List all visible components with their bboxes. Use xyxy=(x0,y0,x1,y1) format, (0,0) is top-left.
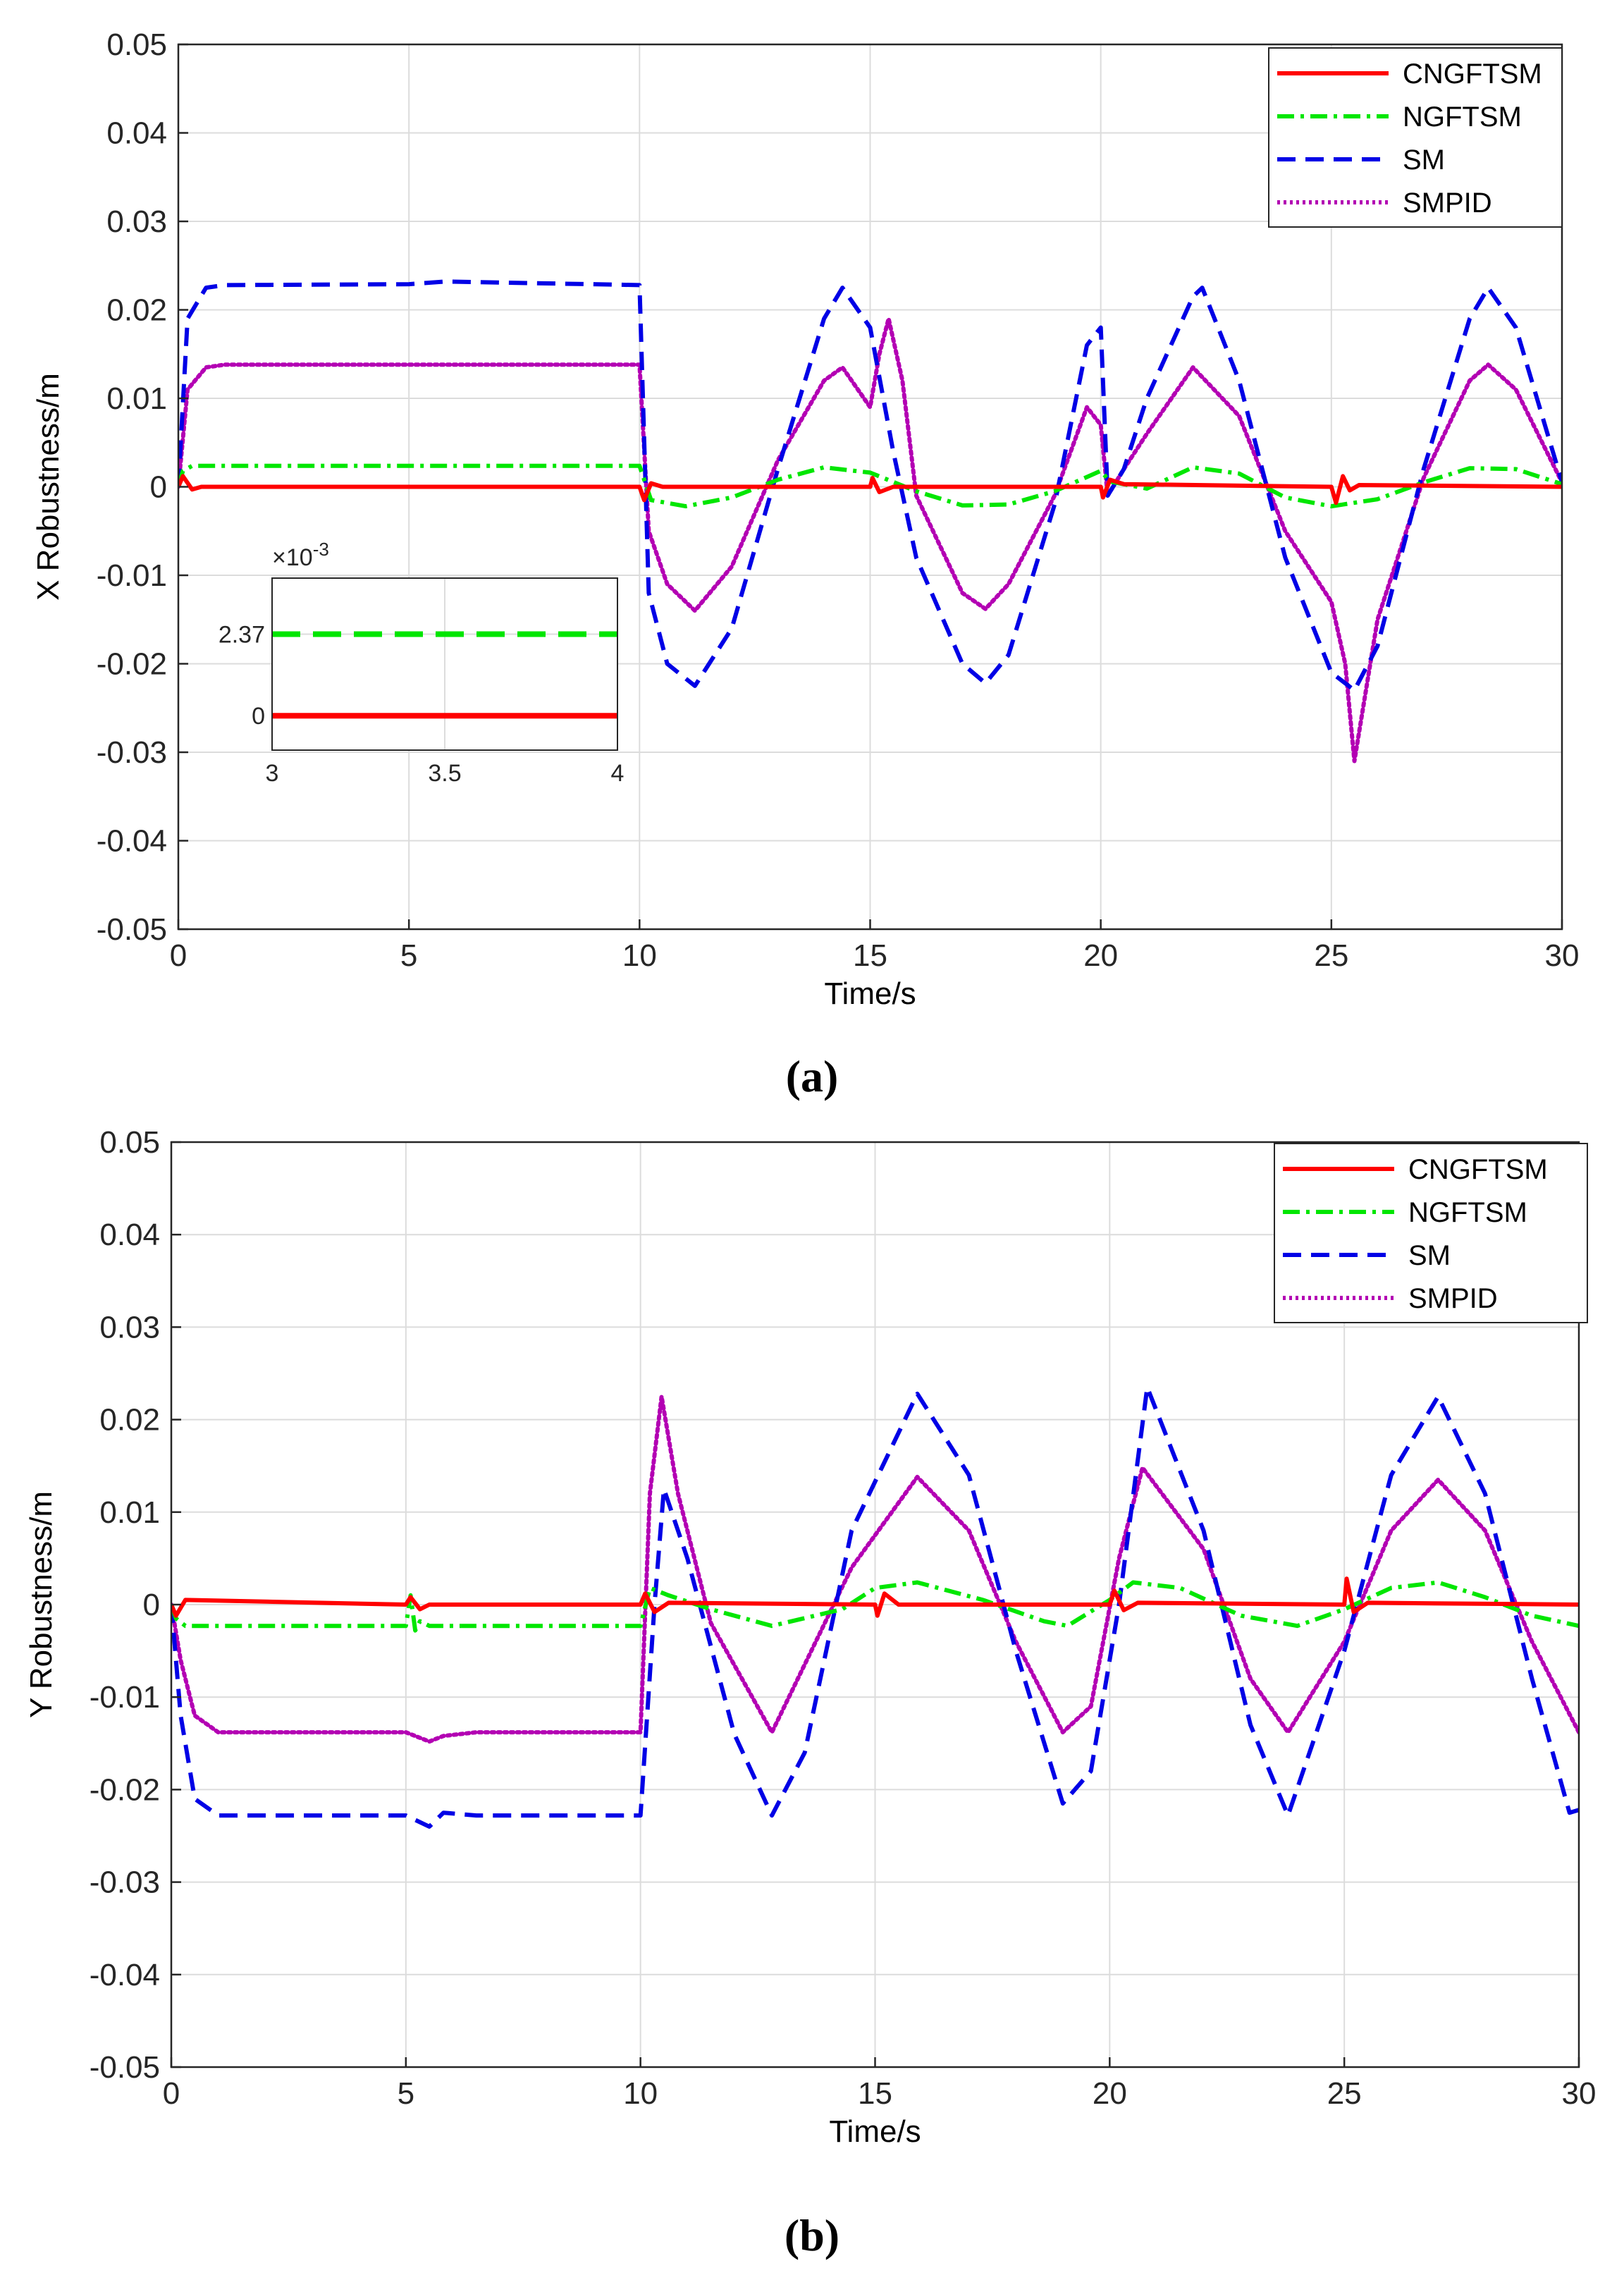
x-axis-label-a: Time/s xyxy=(824,976,916,1011)
inset-x-tick-label: 3 xyxy=(266,760,279,787)
y-tick-label: 0.05 xyxy=(99,1125,160,1160)
x-axis-label-b: Time/s xyxy=(829,2114,921,2149)
inset-x-tick-label: 4 xyxy=(611,760,625,787)
y-axis-label-a: X Robustness/m xyxy=(31,373,66,601)
x-tick-label: 10 xyxy=(623,2076,658,2111)
y-tick-label: -0.03 xyxy=(97,735,167,770)
y-axis-label-b: Y Robustness/m xyxy=(24,1491,59,1718)
inset-x-tick-label: 3.5 xyxy=(428,760,461,787)
x-tick-label: 20 xyxy=(1093,2076,1127,2111)
legend-label-cngftsm: CNGFTSM xyxy=(1408,1154,1548,1185)
y-tick-label: 0.03 xyxy=(106,204,167,239)
legend-label-smpid: SMPID xyxy=(1403,188,1492,219)
y-tick-label: 0.01 xyxy=(106,381,167,416)
y-tick-label: -0.01 xyxy=(97,558,167,593)
y-tick-label: -0.03 xyxy=(90,1865,160,1900)
x-tick-label: 30 xyxy=(1562,2076,1597,2111)
series-line-cngftsm xyxy=(171,1576,1579,1618)
x-tick-label: 25 xyxy=(1327,2076,1362,2111)
series-line-smpid xyxy=(178,317,1562,764)
y-tick-label: -0.02 xyxy=(90,1772,160,1807)
legend-label-smpid: SMPID xyxy=(1408,1283,1498,1314)
y-tick-label: 0.01 xyxy=(99,1495,160,1530)
y-tick-label: -0.04 xyxy=(90,1958,160,1992)
legend-label-cngftsm: CNGFTSM xyxy=(1403,59,1542,90)
series-line-sm xyxy=(171,1385,1579,1829)
y-tick-label: 0 xyxy=(143,1588,160,1622)
x-tick-label: 30 xyxy=(1545,938,1580,973)
x-tick-label: 0 xyxy=(163,2076,180,2111)
x-tick-label: 15 xyxy=(858,2076,892,2111)
y-tick-label: -0.01 xyxy=(90,1680,160,1715)
x-tick-label: 5 xyxy=(400,938,417,973)
chart-panel-a: 0 5 10 15 20 25 30-0.05-0.04-0.03-0.02-0.0100.… xyxy=(31,27,1579,1011)
x-tick-label: 0 xyxy=(170,938,187,973)
y-tick-label: -0.05 xyxy=(90,2050,160,2085)
legend-label-ngftsm: NGFTSM xyxy=(1408,1197,1527,1228)
x-tick-label: 20 xyxy=(1083,938,1118,973)
legend-label-sm: SM xyxy=(1403,145,1445,176)
x-tick-label: 10 xyxy=(622,938,657,973)
y-tick-label: -0.04 xyxy=(97,824,167,859)
y-tick-label: 0.02 xyxy=(106,293,167,328)
inset-exponent-label: ×10-3 xyxy=(272,539,329,571)
panel-caption-b: (b) xyxy=(785,2210,839,2260)
y-tick-label: 0.05 xyxy=(106,27,167,62)
series-line-smpid xyxy=(171,1394,1579,1744)
x-tick-label: 25 xyxy=(1314,938,1348,973)
legend-box xyxy=(1274,1143,1588,1323)
legend-box xyxy=(1268,47,1563,228)
chart-panel-b: 0 5 10 15 20 25 30 -0.05 -0.04 -0.03 -0.02 -0.01 0 0.… xyxy=(24,1125,1596,2149)
series-line-cngftsm xyxy=(178,474,1562,505)
series-line-ngftsm xyxy=(178,463,1562,509)
y-tick-label: 0.03 xyxy=(99,1310,160,1344)
x-tick-label: 15 xyxy=(853,938,887,973)
y-tick-label: 0.04 xyxy=(99,1218,160,1252)
series-line-sm xyxy=(178,279,1562,693)
inset-y-tick-label: 0 xyxy=(252,703,265,730)
inset-y-tick-label: 2.37 xyxy=(219,622,265,649)
legend-label-ngftsm: NGFTSM xyxy=(1403,102,1522,133)
inset-axes-box xyxy=(271,577,618,751)
legend-label-sm: SM xyxy=(1408,1240,1451,1271)
y-tick-label: 0 xyxy=(150,470,167,505)
y-tick-label: 0.04 xyxy=(106,116,167,151)
y-tick-label: 0.02 xyxy=(99,1403,160,1438)
panel-caption-a: (a) xyxy=(786,1051,839,1101)
x-tick-label: 5 xyxy=(398,2076,414,2111)
y-tick-label: -0.02 xyxy=(97,647,167,682)
y-tick-label: -0.05 xyxy=(97,912,167,947)
